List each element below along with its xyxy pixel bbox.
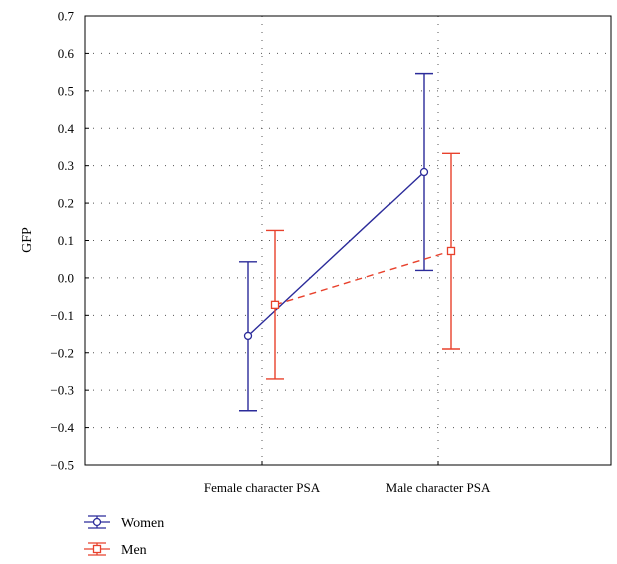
x-tick-label: Male character PSA [386,480,491,495]
y-axis: 0.7 0.6 0.5 0.4 0.3 0.2 0.1 0.0 −0.1 −0.2 −0.3 −0.4… [50,9,89,473]
y-tick-label: 0.0 [58,270,74,285]
x-tick-label: Female character PSA [204,480,321,495]
y-tick-label: −0.5 [50,458,74,473]
y-tick-label: 0.5 [58,83,74,98]
y-tick-label: −0.3 [50,383,74,398]
legend-marker-circle [92,517,102,527]
legend-marker-square [92,544,102,554]
y-tick-label: 0.7 [58,9,75,24]
y-tick-label: 0.2 [58,196,74,211]
legend-item-women: Women [84,515,164,531]
y-tick-label: 0.3 [58,158,74,173]
data-point-women [243,331,253,341]
y-tick-label: −0.2 [50,345,74,360]
y-tick-label: 0.1 [58,233,74,248]
y-tick-label: 0.6 [58,46,75,61]
x-axis: Female character PSA Male character PSA [204,461,491,495]
series-line-men [274,250,452,306]
legend-label: Women [121,516,164,531]
legend: Women Men [84,515,164,558]
y-tick-label: −0.1 [50,308,74,323]
series-layer [239,72,460,412]
data-point-women [419,167,429,177]
y-tick-label: 0.4 [58,121,75,136]
data-point-men [446,246,456,256]
legend-label: Men [121,543,147,558]
data-point-men [270,300,280,310]
y-tick-label: −0.4 [50,420,74,435]
y-axis-label: GFP [20,227,35,253]
plot-frame [84,15,612,466]
legend-item-men: Men [84,542,147,558]
grid [85,16,611,465]
